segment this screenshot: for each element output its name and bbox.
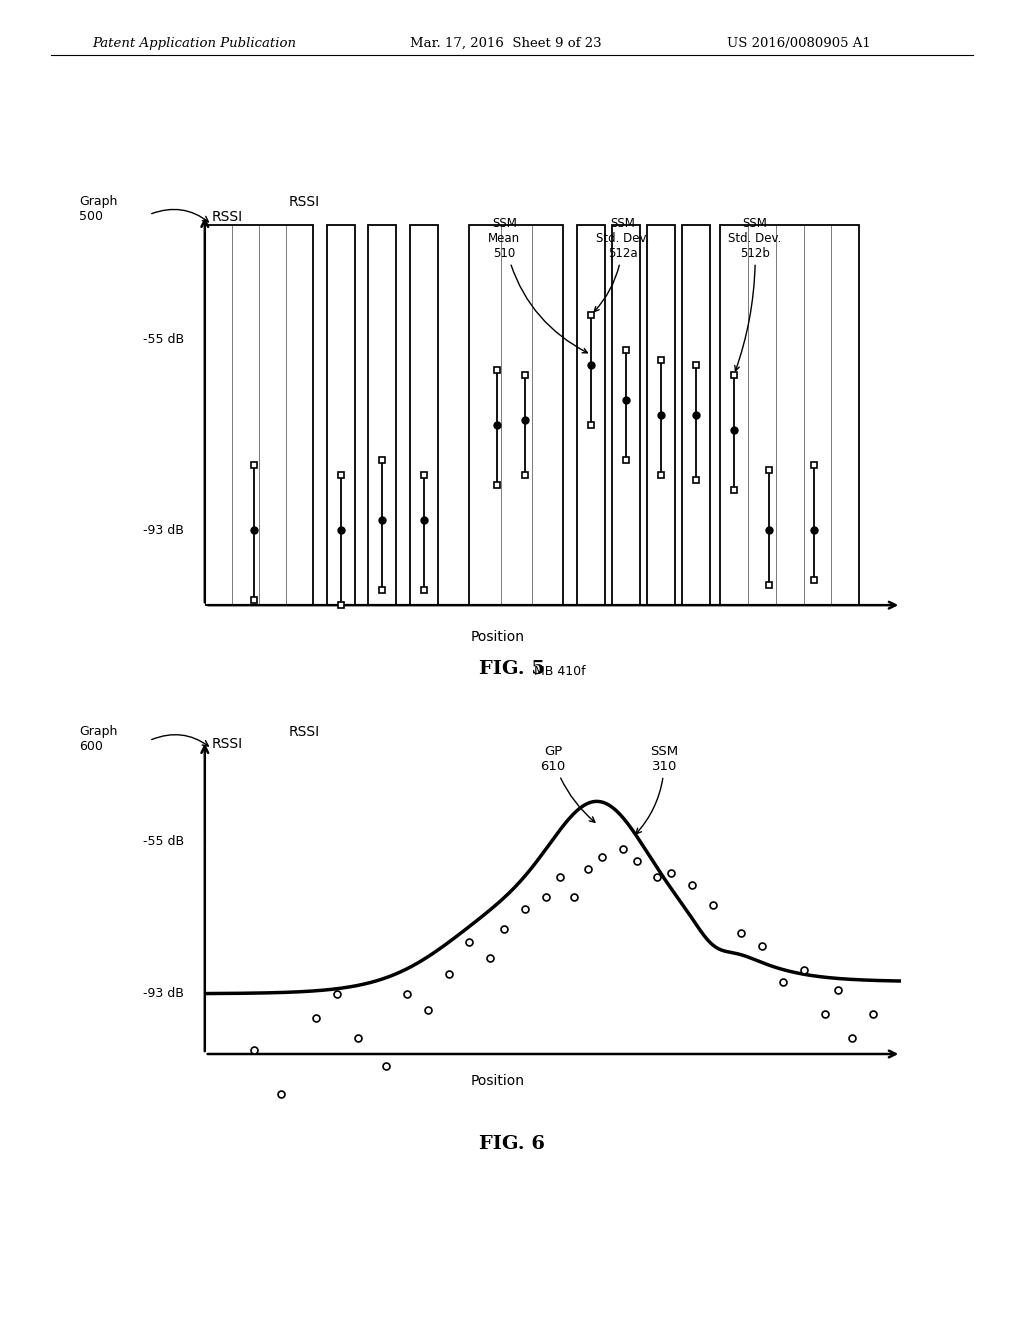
Text: -93 dB: -93 dB: [143, 987, 184, 1001]
Text: Mar. 17, 2016  Sheet 9 of 23: Mar. 17, 2016 Sheet 9 of 23: [410, 37, 601, 50]
Bar: [411, 224, 438, 605]
Text: SSM
310: SSM 310: [636, 744, 679, 834]
Text: FIG. 5: FIG. 5: [479, 660, 545, 678]
Bar: [612, 224, 640, 605]
Bar: [369, 224, 396, 605]
Text: Graph
600: Graph 600: [80, 725, 118, 752]
Text: RSSI: RSSI: [289, 725, 319, 739]
Bar: [720, 224, 859, 605]
Text: RSSI: RSSI: [212, 210, 243, 223]
Text: SSM
Std. Dev.
512a: SSM Std. Dev. 512a: [594, 216, 649, 312]
Text: -93 dB: -93 dB: [143, 524, 184, 536]
Text: US 2016/0080905 A1: US 2016/0080905 A1: [727, 37, 870, 50]
Bar: [469, 224, 563, 605]
Text: Position: Position: [470, 1074, 524, 1088]
Bar: [205, 224, 312, 605]
Text: Graph
500: Graph 500: [80, 194, 118, 223]
Text: RSSI: RSSI: [289, 194, 319, 209]
Bar: [647, 224, 675, 605]
Text: MB 410f: MB 410f: [535, 665, 586, 678]
Text: Position: Position: [470, 630, 524, 644]
Text: -55 dB: -55 dB: [142, 333, 184, 346]
Bar: [682, 224, 710, 605]
Text: SSM
Mean
510: SSM Mean 510: [488, 216, 588, 352]
Text: SSM
Std. Dev.
512b: SSM Std. Dev. 512b: [728, 216, 781, 371]
Text: GP
610: GP 610: [541, 744, 595, 822]
Text: RSSI: RSSI: [212, 737, 243, 751]
Text: Patent Application Publication: Patent Application Publication: [92, 37, 296, 50]
Bar: [327, 224, 354, 605]
Text: -55 dB: -55 dB: [142, 834, 184, 847]
Text: FIG. 6: FIG. 6: [479, 1135, 545, 1154]
Bar: [578, 224, 605, 605]
